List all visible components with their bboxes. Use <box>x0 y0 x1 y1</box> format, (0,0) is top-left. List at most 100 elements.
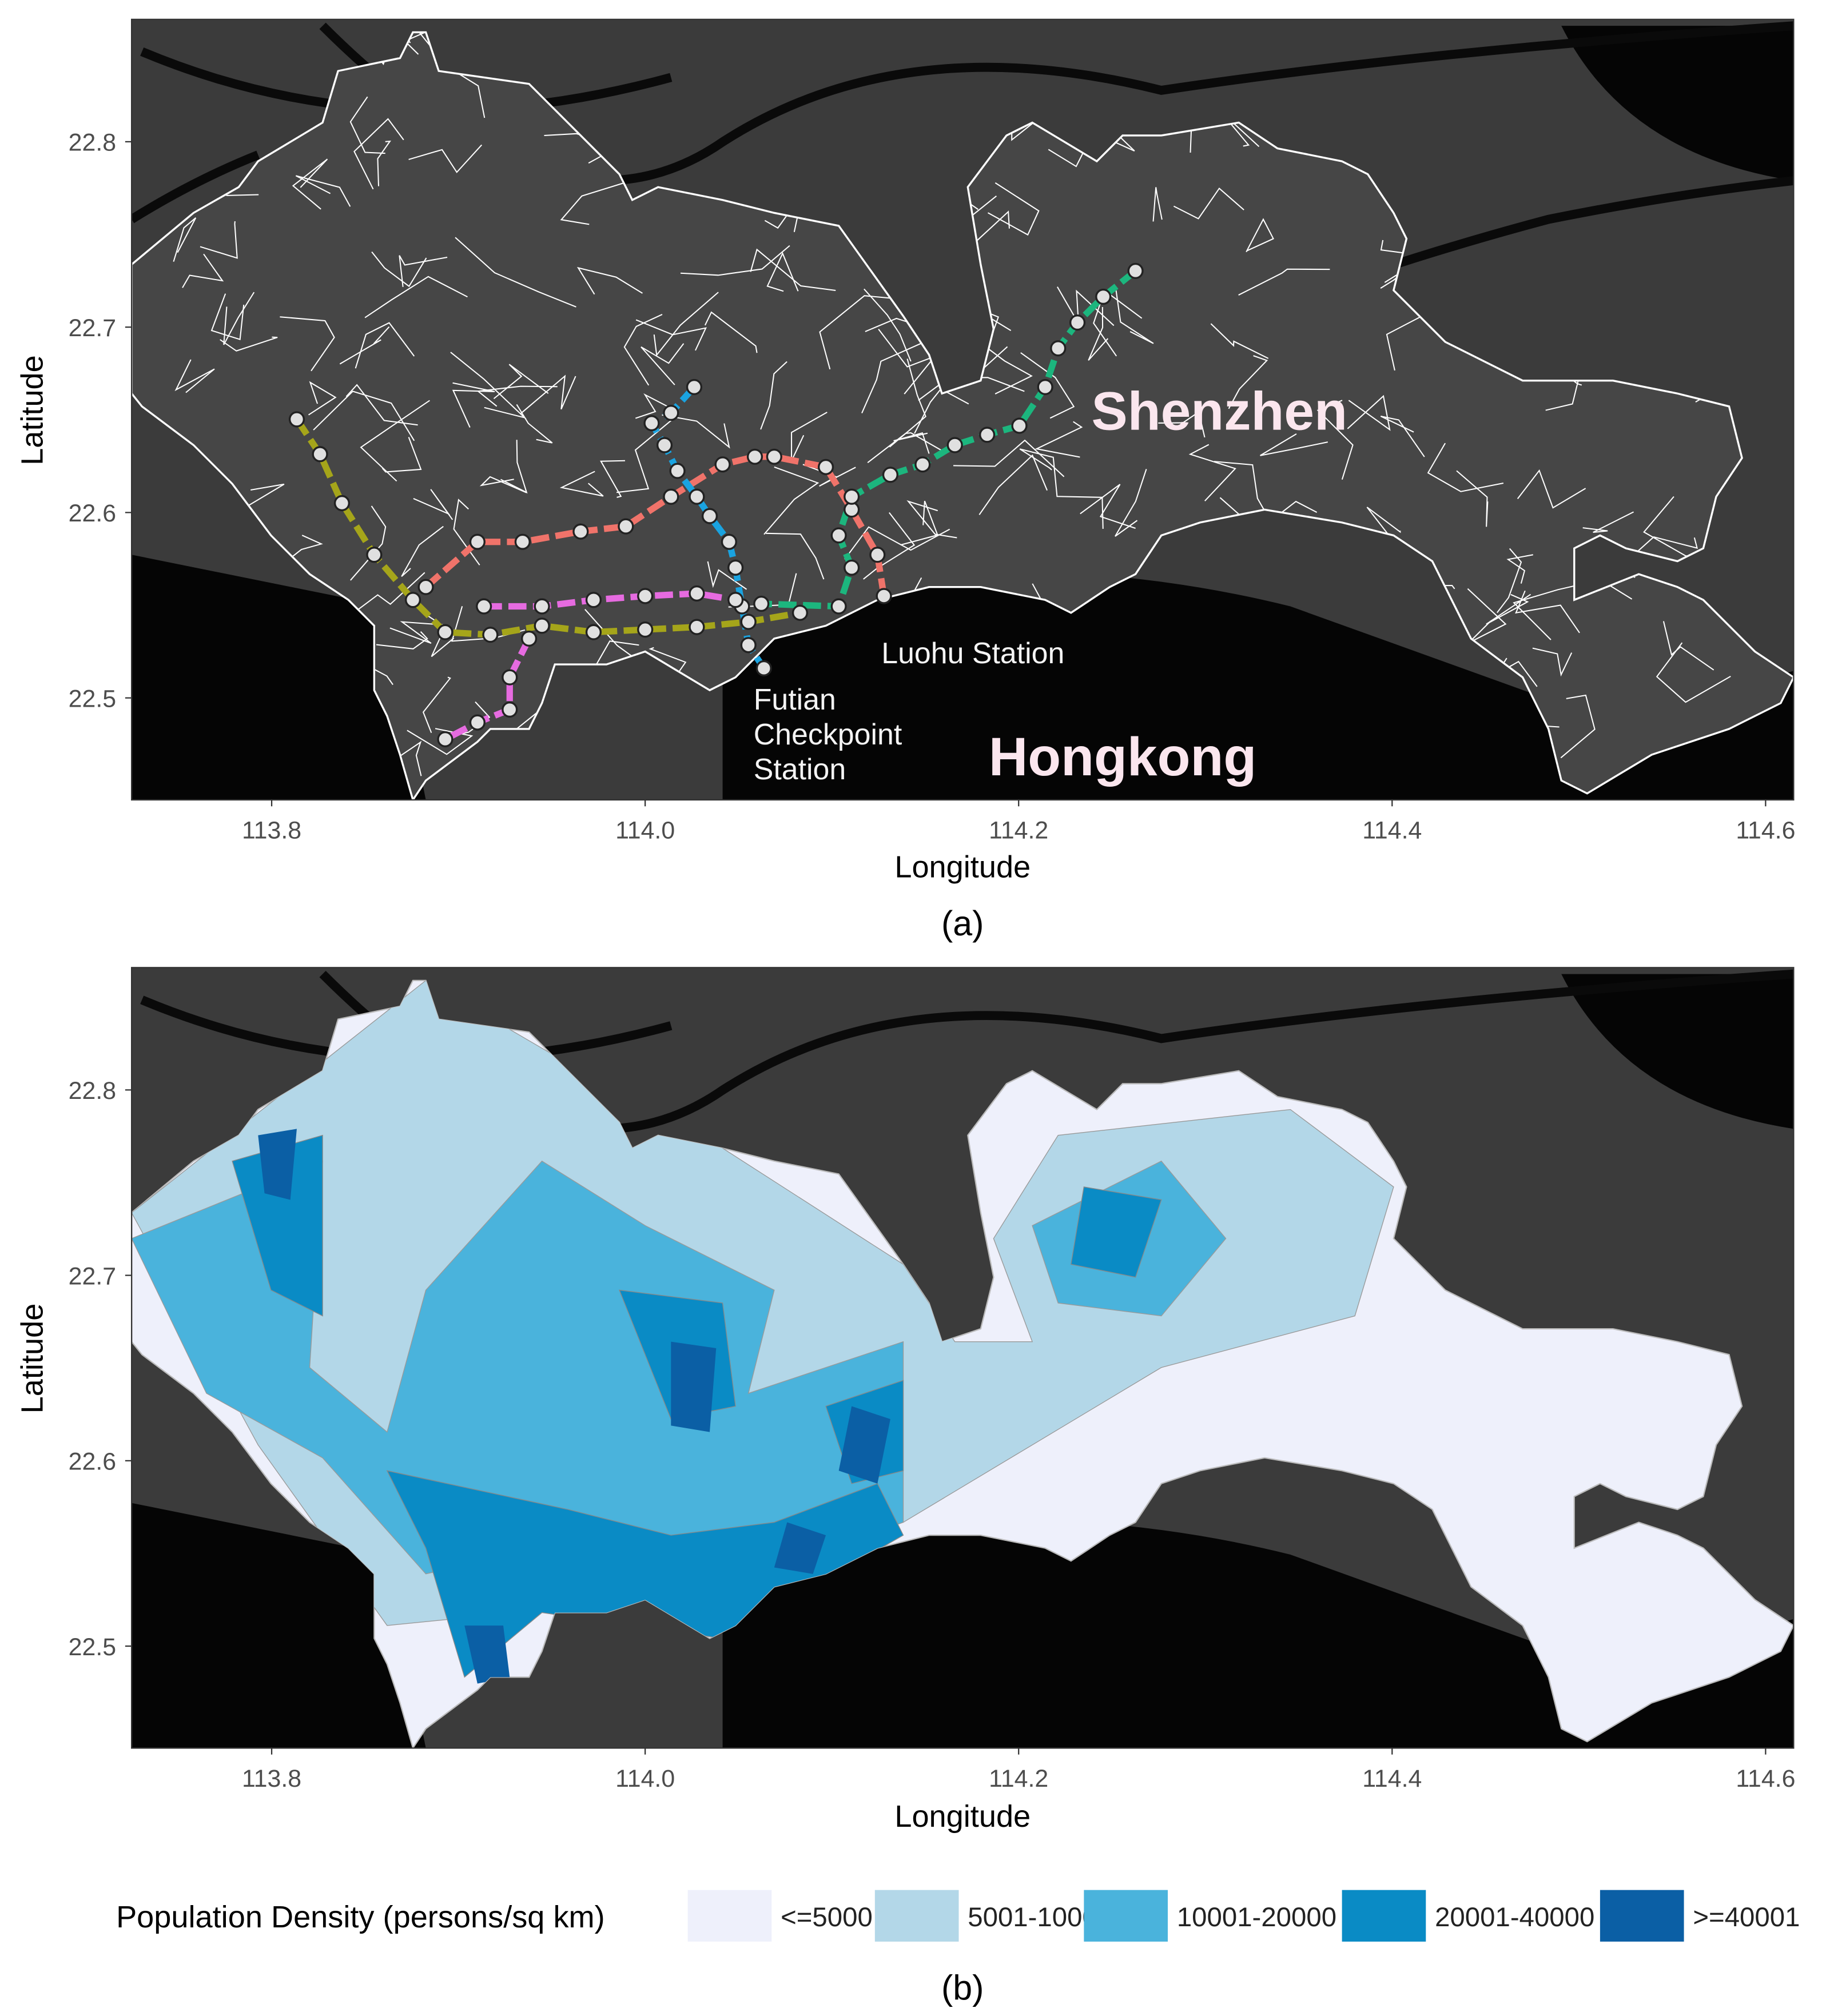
district-line <box>861 341 926 413</box>
y-tick-label: 22.6 <box>69 500 116 527</box>
caption: (b) <box>941 1968 984 2007</box>
district-line <box>616 417 675 493</box>
district-line <box>1532 647 1573 677</box>
district-line <box>760 361 787 430</box>
district-line <box>889 358 926 448</box>
panel-border <box>131 967 1795 1749</box>
station <box>637 588 654 604</box>
station <box>721 533 737 550</box>
station <box>618 518 634 535</box>
x-tick-label: 114.2 <box>989 1765 1048 1792</box>
station <box>502 669 518 686</box>
district-line <box>1020 352 1075 419</box>
district-line <box>376 631 428 650</box>
station <box>817 459 834 475</box>
annotation: Futian <box>754 683 836 716</box>
district-line <box>1662 621 1714 671</box>
metro-line <box>761 268 1138 610</box>
legend-swatch <box>874 1890 959 1942</box>
legend-label: <=5000 <box>781 1902 873 1933</box>
legend: <=5000 5001-10000 10001-20000 20001-40000 >=… <box>687 1890 1800 1942</box>
district-line <box>210 293 245 341</box>
map-b <box>132 967 1794 1748</box>
station <box>689 488 705 505</box>
district-line <box>1188 444 1236 501</box>
y-tick-label: 22.8 <box>69 129 116 157</box>
district-line <box>600 460 626 498</box>
map-a <box>132 19 1794 800</box>
station <box>740 637 757 654</box>
station <box>727 592 744 608</box>
district-line <box>500 440 528 494</box>
district-line <box>421 611 455 658</box>
district-line <box>653 292 719 357</box>
annotation: Luohu Station <box>881 636 1064 670</box>
district-line <box>200 221 238 259</box>
district-line <box>516 404 553 444</box>
district-line <box>1316 400 1354 480</box>
district-line <box>766 252 799 292</box>
x-tick-label: 114.6 <box>1736 817 1795 844</box>
district-line <box>360 400 430 482</box>
district-line <box>662 414 730 449</box>
x-tick-label: 114.2 <box>989 817 1048 844</box>
district-line <box>220 336 278 352</box>
district-line <box>371 251 427 288</box>
district-line <box>1093 289 1143 357</box>
station <box>585 592 602 608</box>
x-tick-label: 113.8 <box>242 1765 301 1792</box>
district-line <box>1238 268 1330 296</box>
station <box>844 559 860 576</box>
station <box>333 495 351 512</box>
station <box>689 619 705 635</box>
district-line <box>1210 323 1269 359</box>
station <box>534 598 550 615</box>
district-line <box>413 489 453 520</box>
district-line <box>1152 187 1163 222</box>
station <box>727 559 744 576</box>
legend-label: >=40001 <box>1693 1902 1800 1933</box>
district-line <box>1115 469 1147 537</box>
legend-swatch <box>1342 1890 1426 1942</box>
district-line <box>388 740 422 776</box>
district-line <box>174 359 215 393</box>
district-line <box>1246 218 1274 253</box>
district-line <box>763 466 819 535</box>
x-tick-label: 114.0 <box>615 817 675 844</box>
district-line <box>455 237 576 308</box>
district-line <box>1228 355 1268 409</box>
station <box>689 585 705 602</box>
district-line <box>844 526 950 560</box>
district-line <box>1158 411 1206 438</box>
station <box>946 437 963 453</box>
district-line <box>1628 536 1698 560</box>
district-line <box>520 374 576 414</box>
y-tick-label: 22.7 <box>69 1262 116 1290</box>
station <box>830 598 847 615</box>
y-tick-label: 22.5 <box>69 1633 116 1661</box>
district-line <box>377 140 391 186</box>
district-line <box>408 144 483 173</box>
station <box>656 437 673 453</box>
district-line <box>1467 588 1507 644</box>
district-line <box>280 316 335 372</box>
x-tick-label: 114.4 <box>1362 1765 1422 1792</box>
station <box>914 456 931 473</box>
district-line <box>1173 187 1244 220</box>
district-line <box>401 525 444 577</box>
x-tick-label: 114.0 <box>615 1765 675 1792</box>
district-line <box>750 248 836 291</box>
district-line <box>173 217 197 262</box>
station <box>669 463 686 479</box>
y-tick-label: 22.7 <box>69 314 116 342</box>
district-line <box>864 288 912 362</box>
station <box>637 621 654 638</box>
station <box>844 488 860 505</box>
district-line <box>1456 470 1489 527</box>
district-line <box>313 391 415 441</box>
annotation: Station <box>754 752 846 786</box>
station <box>521 630 538 647</box>
district-line <box>388 32 436 48</box>
station <box>1069 314 1086 331</box>
